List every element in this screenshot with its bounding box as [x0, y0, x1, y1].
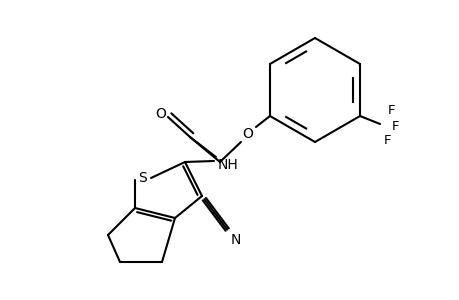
Text: F: F: [391, 119, 399, 133]
Text: F: F: [387, 103, 395, 116]
Text: O: O: [155, 107, 166, 121]
Text: NH: NH: [217, 158, 238, 172]
Text: O: O: [242, 127, 253, 141]
Text: F: F: [383, 134, 391, 146]
Text: N: N: [230, 233, 241, 247]
Text: S: S: [138, 171, 147, 185]
